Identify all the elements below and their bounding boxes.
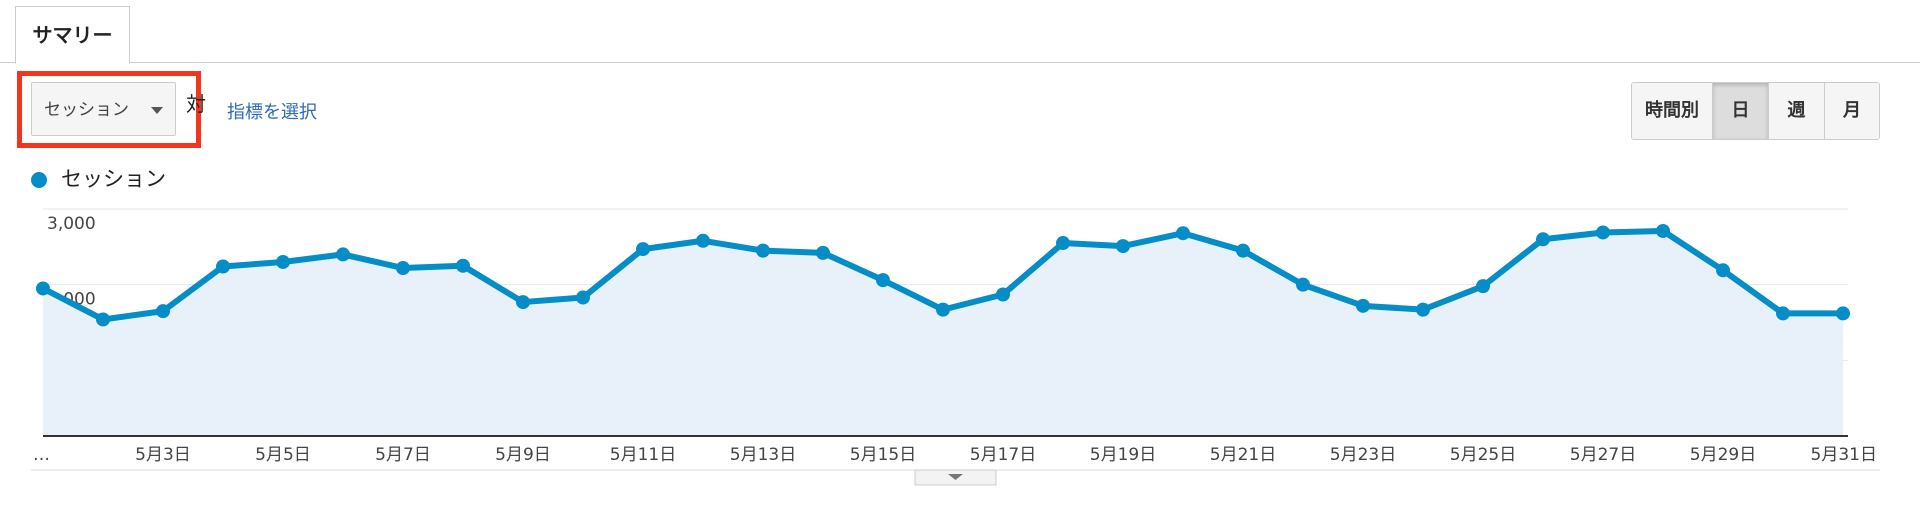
point	[1596, 225, 1610, 240]
point	[636, 242, 650, 257]
x-tick-label: 5月21日	[1210, 445, 1276, 465]
x-tick-label: 5月7日	[375, 445, 431, 465]
x-tick-label: 5月9日	[495, 445, 551, 465]
point	[696, 233, 710, 248]
point	[1236, 243, 1250, 258]
highlight-box	[17, 71, 201, 148]
x-tick-label: 5月5日	[255, 445, 311, 465]
select-metric-link[interactable]: 指標を選択	[227, 102, 317, 123]
point	[1776, 306, 1790, 321]
point	[1536, 232, 1550, 247]
granularity-button[interactable]: 週	[1768, 83, 1824, 139]
point	[1356, 298, 1370, 313]
x-tick-label: 5月15日	[850, 445, 916, 465]
x-tick-label: 5月13日	[730, 445, 796, 465]
point	[216, 259, 230, 274]
vs-label: 対	[186, 92, 206, 116]
x-tick-label: 5月19日	[1090, 445, 1156, 465]
tab-underline	[0, 62, 1920, 63]
granularity-button[interactable]: 月	[1824, 83, 1879, 139]
x-tick-label: 5月11日	[610, 445, 676, 465]
point	[336, 247, 350, 262]
point	[1416, 302, 1430, 317]
x-tick-label: 5月17日	[970, 445, 1036, 465]
point	[576, 290, 590, 305]
point	[1836, 306, 1850, 321]
point	[1656, 223, 1670, 238]
point	[36, 281, 50, 296]
point	[1056, 236, 1070, 251]
x-tick-label: 5月25日	[1450, 445, 1516, 465]
expand-arrow	[948, 474, 963, 480]
point	[1116, 239, 1130, 254]
point	[876, 273, 890, 288]
point	[1296, 277, 1310, 292]
point	[396, 261, 410, 276]
summary-tab[interactable]: サマリー	[15, 6, 130, 64]
x-tick-label: 5月29日	[1690, 445, 1756, 465]
point	[996, 287, 1010, 302]
area	[43, 230, 1843, 436]
point	[936, 302, 950, 317]
point	[456, 258, 470, 273]
metric-dropdown[interactable]: セッション	[31, 82, 176, 136]
y-tick-label: 3,000	[47, 214, 96, 234]
x-tick-label: 5月23日	[1330, 445, 1396, 465]
granularity-group: 時間別日週月	[1631, 82, 1880, 140]
x-tick-label: 5月3日	[135, 445, 191, 465]
x-tick-label: 5月27日	[1570, 445, 1636, 465]
point	[516, 295, 530, 310]
point	[276, 254, 290, 269]
x-tick-label: 5月31日	[1811, 445, 1877, 465]
point	[1476, 279, 1490, 294]
point	[156, 304, 170, 319]
granularity-button[interactable]: 時間別	[1632, 83, 1712, 139]
point	[1716, 263, 1730, 278]
legend-marker	[31, 172, 47, 188]
point	[756, 243, 770, 258]
legend-label: セッション	[61, 167, 166, 191]
x-tick-label: …	[33, 445, 50, 465]
point	[96, 312, 110, 327]
point	[816, 245, 830, 260]
granularity-button[interactable]: 日	[1712, 83, 1768, 139]
point	[1176, 226, 1190, 241]
